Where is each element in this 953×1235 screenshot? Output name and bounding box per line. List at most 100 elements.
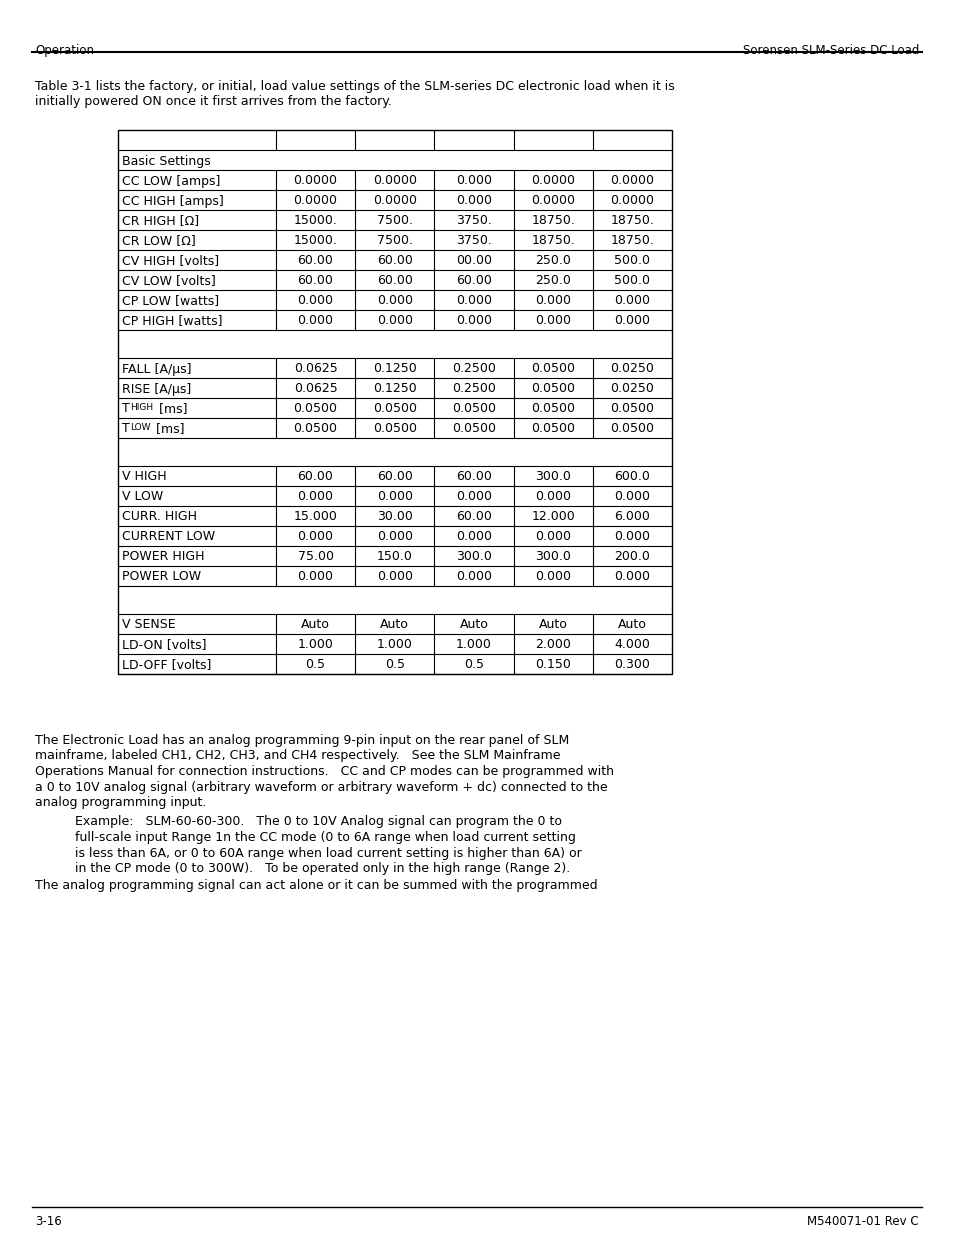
Text: Operations Manual for connection instructions.   CC and CP modes can be programm: Operations Manual for connection instruc… xyxy=(35,764,614,778)
Text: 0.0500: 0.0500 xyxy=(373,403,416,415)
Text: 0.000: 0.000 xyxy=(297,531,334,543)
Text: 0.000: 0.000 xyxy=(535,294,571,308)
Text: Sorensen SLM-Series DC Load: Sorensen SLM-Series DC Load xyxy=(741,44,918,57)
Text: POWER HIGH: POWER HIGH xyxy=(122,551,204,563)
Text: 0.0500: 0.0500 xyxy=(294,422,337,436)
Text: 0.000: 0.000 xyxy=(456,571,492,583)
Text: M540071-01 Rev C: M540071-01 Rev C xyxy=(806,1215,918,1228)
Text: 0.5: 0.5 xyxy=(384,658,404,672)
Text: 0.000: 0.000 xyxy=(456,315,492,327)
Text: 00.00: 00.00 xyxy=(456,254,492,268)
Text: 0.000: 0.000 xyxy=(376,531,413,543)
Text: 60.00: 60.00 xyxy=(376,274,413,288)
Text: [ms]: [ms] xyxy=(154,403,188,415)
Text: 0.0625: 0.0625 xyxy=(294,383,337,395)
Text: 60.00: 60.00 xyxy=(376,471,413,483)
Text: 0.000: 0.000 xyxy=(456,194,492,207)
Text: analog programming input.: analog programming input. xyxy=(35,797,206,809)
Text: 60.00: 60.00 xyxy=(456,471,492,483)
Text: 0.000: 0.000 xyxy=(535,571,571,583)
Text: 15000.: 15000. xyxy=(294,235,337,247)
Text: 300.0: 300.0 xyxy=(535,471,571,483)
Text: 3-16: 3-16 xyxy=(35,1215,62,1228)
Text: 18750.: 18750. xyxy=(531,235,575,247)
Text: 0.0625: 0.0625 xyxy=(294,363,337,375)
Text: 0.0500: 0.0500 xyxy=(531,403,575,415)
Text: 0.000: 0.000 xyxy=(535,490,571,504)
Text: CV HIGH [volts]: CV HIGH [volts] xyxy=(122,254,219,268)
Text: 0.300: 0.300 xyxy=(614,658,650,672)
Text: 0.0000: 0.0000 xyxy=(373,174,416,188)
Text: 6.000: 6.000 xyxy=(614,510,650,524)
Text: 500.0: 500.0 xyxy=(614,254,650,268)
Text: CC LOW [amps]: CC LOW [amps] xyxy=(122,174,220,188)
Text: 0.1250: 0.1250 xyxy=(373,363,416,375)
Text: [ms]: [ms] xyxy=(152,422,184,436)
Text: 1.000: 1.000 xyxy=(297,638,334,652)
Text: 0.2500: 0.2500 xyxy=(452,363,496,375)
Text: 0.000: 0.000 xyxy=(297,490,334,504)
Text: CURR. HIGH: CURR. HIGH xyxy=(122,510,196,524)
Text: Auto: Auto xyxy=(538,619,567,631)
Text: 0.000: 0.000 xyxy=(456,490,492,504)
Bar xyxy=(118,130,671,674)
Text: LOW: LOW xyxy=(130,422,151,431)
Text: 60.00: 60.00 xyxy=(456,274,492,288)
Text: 7500.: 7500. xyxy=(376,215,413,227)
Text: Basic Settings: Basic Settings xyxy=(122,156,211,168)
Text: Table 3-1 lists the factory, or initial, load value settings of the SLM-series D: Table 3-1 lists the factory, or initial,… xyxy=(35,80,674,93)
Text: 0.000: 0.000 xyxy=(614,315,650,327)
Text: RISE [A/μs]: RISE [A/μs] xyxy=(122,383,191,395)
Text: 0.000: 0.000 xyxy=(376,571,413,583)
Text: 0.0000: 0.0000 xyxy=(531,174,575,188)
Text: 300.0: 300.0 xyxy=(535,551,571,563)
Text: T: T xyxy=(122,422,130,436)
Text: 0.0500: 0.0500 xyxy=(610,403,654,415)
Text: 150.0: 150.0 xyxy=(376,551,413,563)
Text: 4.000: 4.000 xyxy=(614,638,650,652)
Text: mainframe, labeled CH1, CH2, CH3, and CH4 respectively.   See the SLM Mainframe: mainframe, labeled CH1, CH2, CH3, and CH… xyxy=(35,750,560,762)
Text: 0.000: 0.000 xyxy=(376,294,413,308)
Text: in the CP mode (0 to 300W).   To be operated only in the high range (Range 2).: in the CP mode (0 to 300W). To be operat… xyxy=(75,862,570,876)
Text: 0.000: 0.000 xyxy=(297,294,334,308)
Text: 0.000: 0.000 xyxy=(535,531,571,543)
Text: HIGH: HIGH xyxy=(130,403,153,411)
Text: CC HIGH [amps]: CC HIGH [amps] xyxy=(122,194,224,207)
Text: 0.0000: 0.0000 xyxy=(610,174,654,188)
Text: CR LOW [Ω]: CR LOW [Ω] xyxy=(122,235,195,247)
Text: initially powered ON once it first arrives from the factory.: initially powered ON once it first arriv… xyxy=(35,95,392,107)
Text: 0.000: 0.000 xyxy=(376,315,413,327)
Text: 30.00: 30.00 xyxy=(376,510,413,524)
Text: 0.0000: 0.0000 xyxy=(294,174,337,188)
Text: 0.000: 0.000 xyxy=(297,315,334,327)
Text: 0.5: 0.5 xyxy=(463,658,483,672)
Text: T: T xyxy=(122,403,130,415)
Text: 0.0000: 0.0000 xyxy=(531,194,575,207)
Text: 250.0: 250.0 xyxy=(535,274,571,288)
Text: 0.000: 0.000 xyxy=(297,571,334,583)
Text: Auto: Auto xyxy=(380,619,409,631)
Text: 300.0: 300.0 xyxy=(456,551,492,563)
Text: 0.0500: 0.0500 xyxy=(531,383,575,395)
Text: 0.0000: 0.0000 xyxy=(373,194,416,207)
Text: 2.000: 2.000 xyxy=(535,638,571,652)
Text: 0.2500: 0.2500 xyxy=(452,383,496,395)
Text: 0.0250: 0.0250 xyxy=(610,363,654,375)
Text: 0.000: 0.000 xyxy=(456,531,492,543)
Text: Example:   SLM-60-60-300.   The 0 to 10V Analog signal can program the 0 to: Example: SLM-60-60-300. The 0 to 10V Ana… xyxy=(75,815,561,829)
Text: FALL [A/μs]: FALL [A/μs] xyxy=(122,363,192,375)
Text: V SENSE: V SENSE xyxy=(122,619,175,631)
Text: 18750.: 18750. xyxy=(610,215,654,227)
Text: 0.000: 0.000 xyxy=(614,571,650,583)
Text: 3750.: 3750. xyxy=(456,215,492,227)
Text: 250.0: 250.0 xyxy=(535,254,571,268)
Text: LD-OFF [volts]: LD-OFF [volts] xyxy=(122,658,212,672)
Text: 60.00: 60.00 xyxy=(297,254,334,268)
Text: 0.5: 0.5 xyxy=(305,658,325,672)
Text: CV LOW [volts]: CV LOW [volts] xyxy=(122,274,215,288)
Text: Operation: Operation xyxy=(35,44,94,57)
Text: 0.0500: 0.0500 xyxy=(452,403,496,415)
Text: The Electronic Load has an analog programming 9-pin input on the rear panel of S: The Electronic Load has an analog progra… xyxy=(35,734,569,747)
Text: 0.000: 0.000 xyxy=(614,531,650,543)
Text: Auto: Auto xyxy=(459,619,488,631)
